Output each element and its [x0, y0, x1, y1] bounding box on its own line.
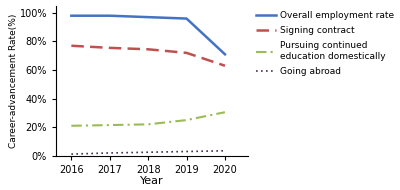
Y-axis label: Career-advancement Rate(%): Career-advancement Rate(%): [9, 13, 18, 148]
Legend: Overall employment rate, Signing contract, Pursuing continued
education domestic: Overall employment rate, Signing contrac…: [252, 7, 397, 80]
X-axis label: Year: Year: [140, 176, 164, 186]
